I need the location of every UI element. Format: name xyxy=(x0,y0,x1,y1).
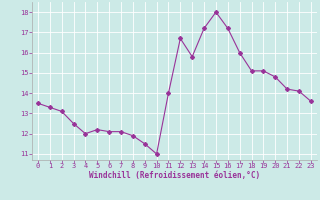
X-axis label: Windchill (Refroidissement éolien,°C): Windchill (Refroidissement éolien,°C) xyxy=(89,171,260,180)
